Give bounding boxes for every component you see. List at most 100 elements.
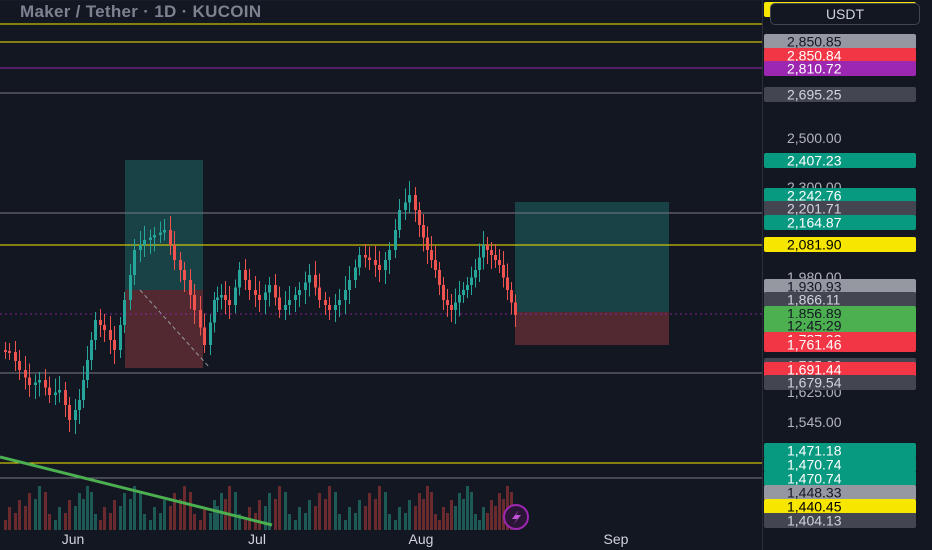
volume-bar	[4, 520, 7, 530]
axis-divider	[762, 0, 763, 550]
volume-bar	[394, 520, 397, 530]
volume-bar	[86, 486, 89, 530]
volume-bar	[64, 513, 67, 530]
price-tag-label: 1,470.74	[787, 471, 842, 487]
volume-bar	[426, 486, 429, 530]
volume-bar	[378, 486, 381, 530]
candle-body	[129, 275, 132, 300]
candle-body	[510, 290, 513, 303]
time-label-sep: Sep	[604, 531, 629, 547]
long-position-2-target[interactable]	[515, 202, 669, 312]
candle-body	[64, 390, 67, 405]
volume-bar	[34, 499, 37, 530]
lightning-icon[interactable]	[503, 504, 529, 530]
price-tag: 12:45:29	[764, 318, 916, 334]
volume-bar	[470, 492, 473, 530]
price-tag-label: 2,850.84	[787, 48, 842, 64]
volume-bar	[28, 493, 31, 530]
candle-body	[450, 305, 453, 310]
volume-bar	[278, 486, 281, 530]
candle-body	[99, 320, 102, 325]
volume-bar	[213, 500, 216, 530]
candle-body	[193, 295, 196, 310]
candle-body	[308, 275, 311, 283]
price-tag: 1,440.45	[764, 499, 916, 515]
currency-button[interactable]: USDT	[770, 3, 920, 25]
volume-bar	[38, 486, 41, 530]
price-tag-label: 1,930.93	[787, 279, 842, 295]
volume-bar	[450, 500, 453, 530]
volume-bar	[216, 506, 219, 530]
volume-bar	[209, 513, 212, 530]
volume-bar	[103, 507, 106, 530]
candle-body	[364, 255, 367, 258]
candle-body	[113, 340, 116, 350]
candle-body	[338, 300, 341, 305]
candle-body	[109, 330, 112, 340]
candle-body	[169, 230, 172, 245]
candle-body	[434, 260, 437, 270]
candle-body	[203, 327, 206, 345]
volume-bar	[430, 492, 433, 530]
candle-body	[294, 295, 297, 300]
volume-bar	[454, 506, 457, 530]
price-tag: 2,201.71	[764, 201, 916, 217]
long-position-1-stop[interactable]	[125, 290, 203, 368]
volume-bar	[8, 507, 11, 530]
volume-bar	[24, 506, 27, 530]
symbol-title[interactable]: Maker / Tether · 1D · KUCOIN	[20, 2, 262, 21]
trendline[interactable]	[0, 455, 273, 527]
candle-body	[288, 300, 291, 305]
candle-body	[418, 210, 421, 225]
price-tag: 1,448.33	[764, 485, 916, 501]
volume-bar	[494, 506, 497, 530]
volume-bar	[364, 506, 367, 530]
candle-body	[258, 295, 261, 300]
candle-body	[438, 270, 441, 285]
candle-body	[159, 232, 162, 235]
candle-body	[74, 410, 77, 420]
candles	[4, 181, 517, 434]
candle-body	[163, 230, 166, 233]
candle-body	[442, 285, 445, 300]
volume-bar	[48, 514, 51, 530]
candle-body	[149, 237, 152, 240]
volume-bar	[388, 514, 391, 530]
candle-body	[94, 320, 97, 340]
volume-bar	[163, 500, 166, 530]
volume-bar	[414, 506, 417, 530]
volume-bar	[374, 499, 377, 530]
volume-bar	[328, 486, 331, 530]
candle-body	[179, 260, 182, 270]
candle-body	[414, 195, 417, 210]
volume-bar	[358, 500, 361, 530]
candle-body	[378, 265, 381, 270]
price-tags: 2,941.632,850.852,850.842,810.722,695.25…	[764, 2, 916, 529]
price-tag-label: 1,866.11	[787, 292, 841, 308]
candle-body	[466, 285, 469, 290]
candle-body	[234, 287, 237, 305]
candle-body	[384, 260, 387, 270]
price-tag-label: 1,440.45	[787, 499, 842, 515]
volume-bar	[318, 493, 321, 530]
price-tag: 1,679.54	[764, 375, 916, 391]
price-tag: 1,404.13	[764, 513, 916, 529]
candle-body	[502, 265, 505, 278]
volume-bar	[123, 493, 126, 530]
price-tag-label: 12:45:29	[787, 318, 842, 334]
candle-body	[34, 382, 37, 385]
volume-bar	[68, 500, 71, 530]
volume-bar	[203, 507, 206, 530]
candle-body	[8, 351, 11, 353]
candle-body	[139, 245, 142, 250]
volume-bar	[153, 507, 156, 530]
volume-bar	[18, 500, 21, 530]
long-position-2-stop[interactable]	[515, 312, 669, 345]
candle-body	[48, 387, 51, 395]
price-tag: 1,856.89	[764, 306, 916, 322]
price-tag-label: 2,242.76	[787, 188, 842, 204]
price-tag: 2,695.25	[764, 87, 916, 103]
volume-bar	[404, 513, 407, 530]
volume-bar	[398, 507, 401, 530]
